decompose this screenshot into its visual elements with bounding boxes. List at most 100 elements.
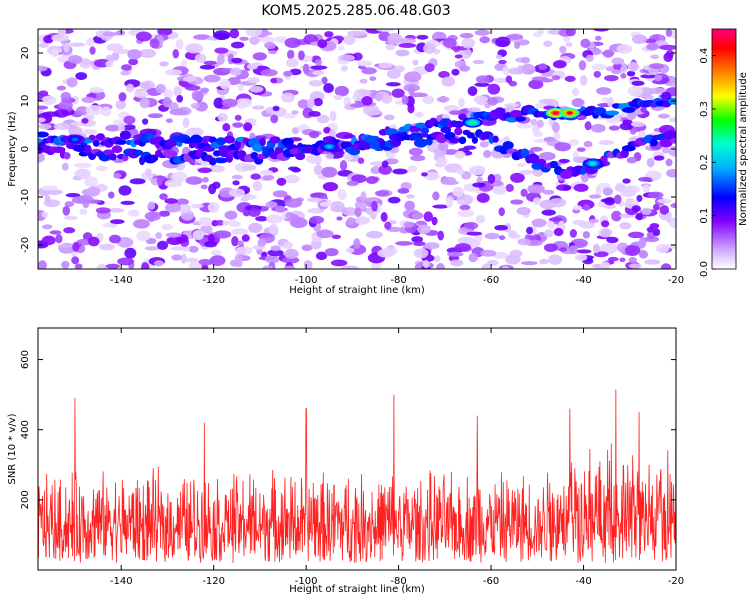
spectrogram-cell — [476, 192, 490, 203]
spectrogram-cell — [628, 256, 637, 264]
spectrogram-cell — [668, 117, 676, 123]
spectrogram-cell — [240, 196, 250, 202]
spectrogram-cell — [582, 231, 591, 239]
spectrogram-cell — [161, 224, 174, 231]
spectrogram-cell — [255, 216, 268, 222]
spectrogram-cell — [447, 251, 464, 257]
spectrogram-cell — [495, 54, 503, 60]
spectrogram-cell — [127, 209, 140, 217]
spectrogram-cell — [423, 211, 433, 222]
spectrogram-cell — [533, 131, 544, 138]
spectrogram-cell — [176, 95, 184, 103]
spectrogram-cell — [101, 106, 112, 117]
spectrogram-cell — [371, 200, 378, 212]
ridge-cell — [109, 153, 117, 161]
spectrogram-cell — [240, 98, 253, 108]
x-tick-label: -40 — [575, 576, 591, 587]
spectrogram-cell — [141, 262, 150, 269]
spectrogram-cell — [221, 98, 238, 108]
spectrogram-cell — [640, 74, 657, 79]
spectrogram-cell — [544, 229, 554, 238]
spectrogram-cell — [219, 78, 231, 90]
spectrogram-cell — [519, 169, 533, 175]
spectrogram-cell — [436, 96, 450, 103]
spectrogram-cell — [472, 182, 486, 188]
spectrogram-cell — [628, 263, 642, 269]
spectrogram-cell — [209, 165, 225, 173]
spectrogram-cell — [106, 43, 124, 52]
spectrogram-cell — [215, 219, 225, 226]
spectrogram-cell — [113, 172, 122, 179]
spectrogram-cell — [270, 245, 281, 252]
spectrogram-cell — [305, 154, 322, 164]
spectrogram-cell — [498, 59, 507, 65]
spectrogram-cell — [593, 29, 610, 32]
x-tick-label: -40 — [575, 275, 591, 286]
ridge-cell — [150, 154, 159, 162]
spectrogram-cell — [96, 263, 107, 269]
spectrogram-cell — [340, 65, 349, 72]
spectrogram-cell — [578, 60, 587, 71]
spectrogram-cell — [527, 184, 545, 194]
ridge-cell — [520, 148, 530, 159]
spectrogram-cell — [175, 198, 189, 206]
spectrogram-cell — [401, 95, 409, 105]
spectrogram-cell — [479, 36, 491, 44]
spectrogram-cell — [607, 256, 619, 262]
spectrogram-cell — [164, 198, 178, 204]
spectrogram-cell — [107, 191, 115, 199]
spectrogram-cell — [171, 254, 183, 261]
spectrogram-cell — [619, 222, 632, 230]
spectrogram-cell — [417, 224, 431, 234]
spectrogram-cell — [505, 254, 521, 265]
spectrogram-cell — [353, 238, 361, 250]
spectrogram-cell — [475, 214, 486, 224]
spectrogram-cell — [413, 248, 429, 259]
ridge-cell — [132, 149, 144, 156]
spectrogram-cell — [198, 258, 213, 266]
spectrogram-cell — [66, 77, 78, 88]
spectrogram-cell — [378, 164, 392, 175]
spectrogram-cell — [467, 86, 478, 96]
x-tick-label: -80 — [390, 275, 406, 286]
spectrogram-cell — [118, 185, 132, 196]
spectrogram-cell — [517, 65, 524, 75]
spectrogram-cell — [185, 257, 199, 263]
spectrogram-cell — [538, 98, 556, 104]
spectrogram-cell — [659, 44, 676, 51]
spectrogram-cell — [65, 193, 81, 198]
spectrogram-cell — [516, 162, 527, 168]
spectrogram-cell — [602, 187, 614, 196]
spectrogram-cell — [53, 122, 71, 131]
bottom-y-ticks: 200 400 600 — [20, 350, 676, 509]
spectrogram-cell — [385, 43, 396, 51]
spectrogram-cell — [124, 247, 137, 259]
spectrogram-cell — [308, 208, 319, 214]
spectrogram-cell — [435, 157, 448, 167]
spectrogram-cell — [395, 241, 413, 246]
y-tick-label: -10 — [20, 189, 31, 205]
spectrogram-cell — [120, 200, 135, 206]
spectrogram-cell — [606, 236, 619, 244]
spectrogram-cell — [487, 173, 496, 184]
spectrogram-cell — [354, 207, 362, 217]
spectrogram-cell — [116, 237, 134, 248]
spectrogram-cell — [232, 180, 240, 186]
spectrogram-cell — [285, 212, 294, 219]
spectrogram-cell — [622, 186, 637, 196]
x-tick-label: -100 — [295, 576, 318, 587]
spectrogram-cell — [276, 177, 287, 186]
spectrogram-cell — [409, 92, 428, 98]
spectrogram-cell — [42, 224, 53, 230]
peak-cell — [469, 120, 476, 125]
spectrogram-cell — [438, 142, 449, 151]
spectrogram-cell — [665, 158, 673, 167]
spectrogram-cell — [81, 96, 96, 104]
ridge-cell — [415, 122, 427, 129]
spectrogram-cell — [184, 85, 201, 91]
spectrogram-cell — [603, 203, 616, 209]
spectrogram-cell — [584, 121, 592, 131]
spectrogram-cell — [61, 260, 70, 269]
spectrogram-cell — [295, 197, 304, 203]
spectrogram-cell — [214, 47, 229, 54]
